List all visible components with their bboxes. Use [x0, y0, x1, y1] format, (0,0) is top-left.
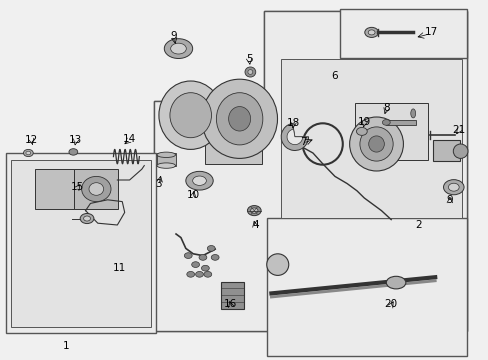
- Ellipse shape: [201, 265, 209, 271]
- Bar: [205, 103, 261, 164]
- Ellipse shape: [250, 208, 258, 213]
- Bar: [6, 153, 155, 333]
- Wedge shape: [281, 123, 308, 150]
- Text: 9: 9: [446, 195, 452, 205]
- Text: 14: 14: [122, 134, 136, 144]
- Ellipse shape: [203, 271, 211, 277]
- Ellipse shape: [367, 30, 374, 35]
- Text: 8: 8: [382, 103, 389, 113]
- Bar: [221, 282, 243, 309]
- Ellipse shape: [170, 43, 186, 54]
- Text: 16: 16: [224, 299, 237, 309]
- Wedge shape: [286, 129, 302, 145]
- Ellipse shape: [26, 151, 31, 155]
- Text: 4: 4: [251, 220, 258, 230]
- Ellipse shape: [192, 176, 206, 185]
- Ellipse shape: [447, 183, 458, 191]
- Text: 7: 7: [299, 137, 306, 147]
- Text: 5: 5: [245, 54, 252, 64]
- Ellipse shape: [247, 206, 261, 216]
- Ellipse shape: [359, 127, 392, 161]
- Text: 12: 12: [25, 135, 39, 145]
- Ellipse shape: [266, 254, 288, 275]
- Text: 10: 10: [186, 190, 199, 200]
- Text: 19: 19: [357, 117, 370, 127]
- Bar: [432, 140, 459, 161]
- Ellipse shape: [368, 136, 384, 152]
- Polygon shape: [154, 11, 466, 331]
- Bar: [74, 169, 118, 209]
- Ellipse shape: [184, 253, 192, 258]
- Ellipse shape: [81, 176, 111, 202]
- Ellipse shape: [382, 120, 389, 125]
- Text: 3: 3: [155, 179, 162, 189]
- Ellipse shape: [83, 216, 90, 221]
- Ellipse shape: [159, 81, 222, 149]
- Text: 13: 13: [69, 135, 82, 145]
- Ellipse shape: [186, 271, 194, 277]
- Ellipse shape: [201, 79, 277, 158]
- Ellipse shape: [410, 109, 415, 118]
- Text: 17: 17: [424, 27, 437, 37]
- Bar: [386, 120, 415, 125]
- Text: 21: 21: [451, 125, 465, 135]
- Text: 15: 15: [70, 182, 84, 192]
- Text: 9: 9: [170, 31, 177, 41]
- Text: 2: 2: [414, 220, 421, 230]
- Ellipse shape: [216, 93, 263, 145]
- Ellipse shape: [191, 262, 199, 267]
- Ellipse shape: [164, 39, 192, 59]
- Text: 20: 20: [384, 299, 397, 309]
- Bar: [354, 103, 427, 160]
- Ellipse shape: [443, 180, 463, 195]
- Text: 11: 11: [113, 263, 126, 273]
- Ellipse shape: [386, 276, 405, 289]
- Bar: [266, 218, 466, 356]
- Polygon shape: [154, 11, 466, 331]
- Ellipse shape: [247, 70, 252, 75]
- Bar: [281, 59, 461, 218]
- Bar: [339, 9, 466, 58]
- Ellipse shape: [170, 93, 211, 138]
- Text: 1: 1: [62, 341, 69, 351]
- Ellipse shape: [157, 163, 175, 168]
- Ellipse shape: [23, 149, 33, 157]
- Ellipse shape: [228, 107, 250, 131]
- Ellipse shape: [452, 144, 467, 158]
- Ellipse shape: [157, 152, 175, 158]
- Ellipse shape: [195, 271, 203, 277]
- Ellipse shape: [207, 246, 215, 251]
- Bar: [35, 169, 74, 209]
- Ellipse shape: [89, 183, 103, 195]
- Bar: [157, 153, 175, 166]
- Text: 18: 18: [286, 118, 300, 128]
- Ellipse shape: [244, 67, 255, 77]
- Ellipse shape: [364, 27, 378, 37]
- Ellipse shape: [199, 255, 206, 260]
- Ellipse shape: [211, 255, 219, 260]
- Ellipse shape: [349, 117, 403, 171]
- Ellipse shape: [356, 127, 366, 135]
- Text: 6: 6: [331, 71, 338, 81]
- Ellipse shape: [69, 149, 78, 155]
- Bar: [11, 160, 150, 327]
- Ellipse shape: [185, 171, 213, 190]
- Ellipse shape: [80, 213, 94, 224]
